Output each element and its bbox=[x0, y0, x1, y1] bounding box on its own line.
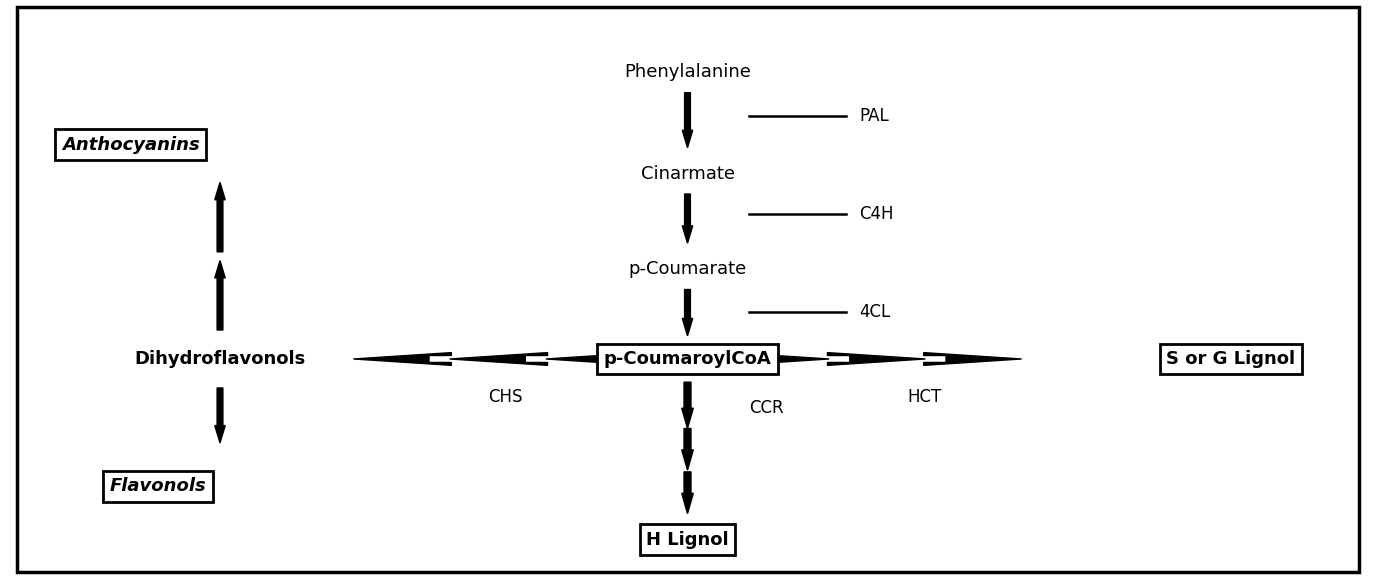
FancyArrow shape bbox=[682, 93, 693, 148]
FancyArrow shape bbox=[924, 353, 1022, 365]
Text: H Lignol: H Lignol bbox=[646, 530, 729, 549]
Text: CCR: CCR bbox=[749, 399, 784, 417]
Text: Flavonols: Flavonols bbox=[110, 477, 206, 496]
FancyArrow shape bbox=[732, 353, 829, 365]
Text: C4H: C4H bbox=[859, 205, 894, 223]
FancyArrow shape bbox=[682, 290, 693, 336]
FancyArrow shape bbox=[214, 261, 226, 330]
FancyArrow shape bbox=[682, 472, 693, 514]
Text: S or G Lignol: S or G Lignol bbox=[1166, 350, 1295, 368]
Text: p-CoumaroylCoA: p-CoumaroylCoA bbox=[604, 350, 771, 368]
Text: HCT: HCT bbox=[908, 387, 942, 406]
Text: Anthocyanins: Anthocyanins bbox=[62, 135, 199, 154]
FancyArrow shape bbox=[546, 353, 644, 365]
Text: Cinarmate: Cinarmate bbox=[641, 164, 734, 183]
FancyArrow shape bbox=[353, 353, 451, 365]
FancyArrow shape bbox=[214, 182, 226, 252]
Text: p-Coumarate: p-Coumarate bbox=[628, 260, 747, 278]
FancyArrow shape bbox=[682, 428, 693, 470]
Text: PAL: PAL bbox=[859, 107, 890, 125]
FancyArrow shape bbox=[682, 382, 693, 428]
Text: Dihydroflavonols: Dihydroflavonols bbox=[135, 350, 305, 368]
FancyArrow shape bbox=[828, 353, 925, 365]
Text: 4CL: 4CL bbox=[859, 302, 891, 321]
FancyArrow shape bbox=[214, 388, 226, 443]
Text: CHS: CHS bbox=[488, 387, 522, 406]
FancyArrow shape bbox=[682, 194, 693, 243]
FancyArrow shape bbox=[450, 353, 547, 365]
Text: Phenylalanine: Phenylalanine bbox=[624, 63, 751, 82]
